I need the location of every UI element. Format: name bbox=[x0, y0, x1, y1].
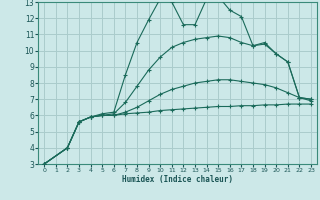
X-axis label: Humidex (Indice chaleur): Humidex (Indice chaleur) bbox=[122, 175, 233, 184]
